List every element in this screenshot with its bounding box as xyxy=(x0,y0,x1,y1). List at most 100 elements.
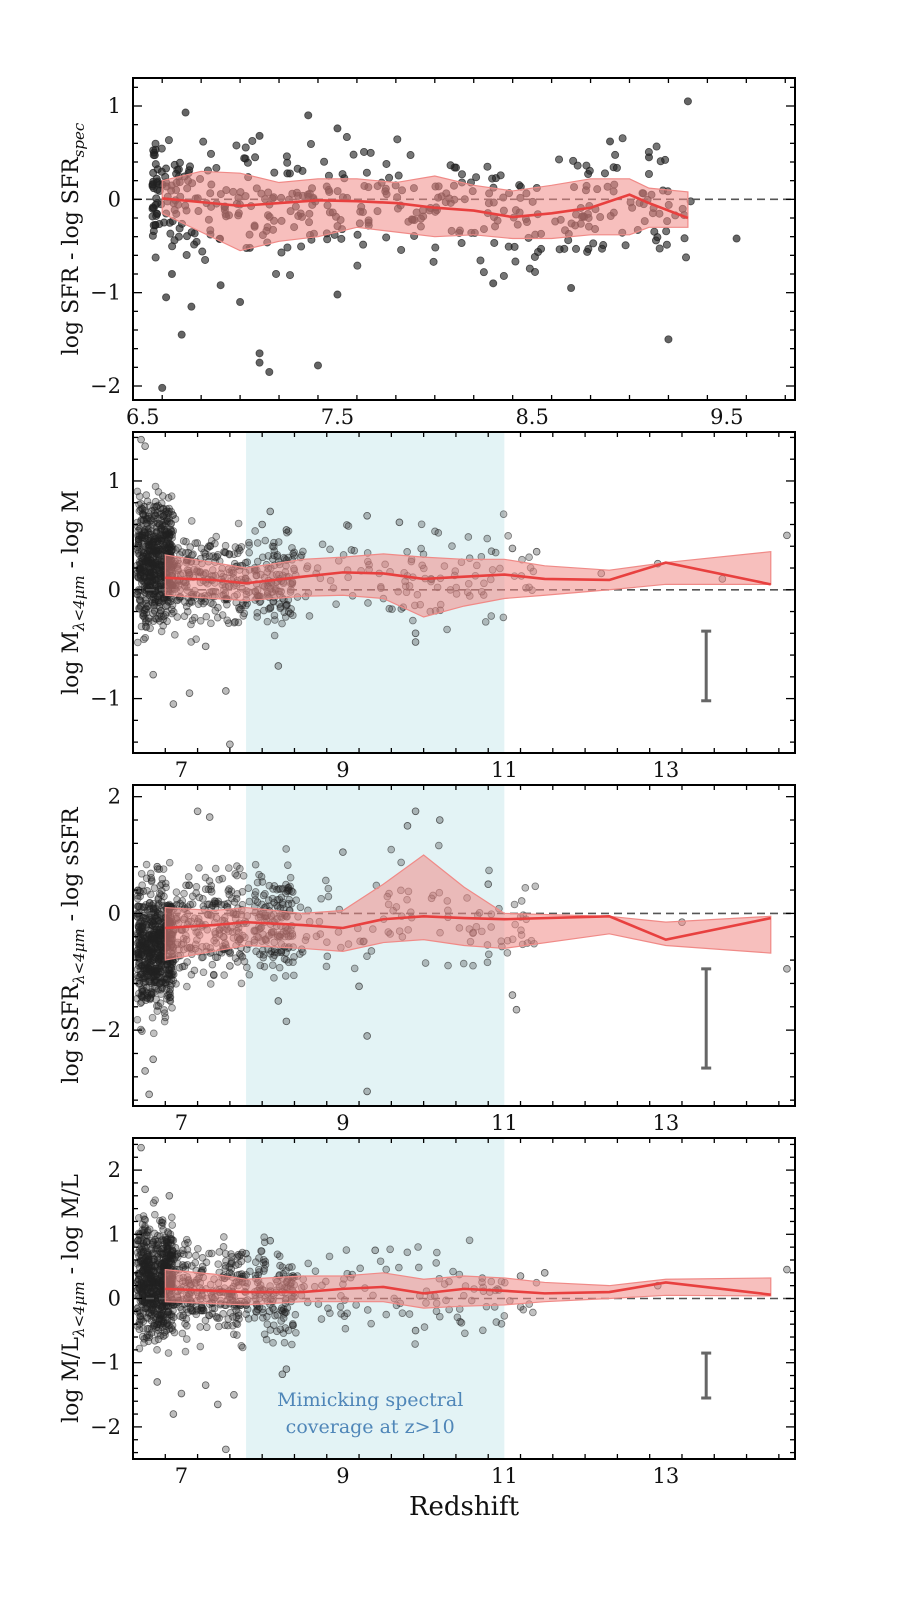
scatter-point xyxy=(283,243,292,252)
scatter-point xyxy=(336,1302,345,1311)
scatter-point xyxy=(133,569,142,577)
scatter-point xyxy=(158,383,167,392)
scatter-point xyxy=(479,268,488,277)
annotation-text: coverage at z>10 xyxy=(286,1416,455,1438)
scatter-point xyxy=(234,519,243,528)
scatter-point xyxy=(644,169,653,178)
scatter-point xyxy=(134,531,142,540)
scatter-point xyxy=(456,1317,464,1326)
x-tick-label: 9 xyxy=(336,1111,349,1135)
percentile-band xyxy=(164,551,772,618)
x-tick-label: 9 xyxy=(336,758,349,782)
scatter-point xyxy=(469,961,477,970)
scatter-point xyxy=(476,256,485,265)
scatter-point xyxy=(261,536,270,545)
scatter-point xyxy=(270,168,279,177)
scatter-point xyxy=(201,642,210,651)
scatter-point xyxy=(135,887,144,895)
scatter-point xyxy=(347,546,356,554)
scatter-point xyxy=(242,1249,250,1258)
scatter-point xyxy=(143,1314,152,1323)
scatter-point xyxy=(184,873,193,881)
scatter-point xyxy=(213,552,221,561)
scatter-point xyxy=(141,1216,149,1224)
scatter-point xyxy=(599,241,608,250)
scatter-point xyxy=(532,547,541,556)
scatter-point xyxy=(187,620,195,629)
scatter-point xyxy=(359,240,368,249)
scatter-point xyxy=(212,532,221,541)
scatter-point xyxy=(185,162,194,171)
scatter-point xyxy=(216,281,225,290)
scatter-point xyxy=(196,616,205,625)
scatter-point xyxy=(140,635,148,644)
scatter-point xyxy=(362,168,371,177)
scatter-point xyxy=(609,163,618,172)
scatter-point xyxy=(135,1293,144,1302)
scatter-point xyxy=(169,1313,178,1322)
scatter-point xyxy=(382,1310,391,1319)
scatter-point xyxy=(141,1185,149,1194)
scatter-point xyxy=(220,971,228,979)
scatter-point xyxy=(225,864,233,872)
scatter-point xyxy=(263,617,272,626)
scatter-point xyxy=(258,553,267,562)
scatter-point xyxy=(349,150,358,159)
scatter-point xyxy=(284,608,293,616)
scatter-point xyxy=(151,1210,159,1219)
scatter-point xyxy=(237,979,246,988)
scatter-point xyxy=(156,607,165,615)
scatter-point xyxy=(371,1246,379,1255)
scatter-point xyxy=(208,960,217,969)
scatter-point xyxy=(168,1004,176,1012)
scatter-point xyxy=(142,491,151,499)
scatter-point xyxy=(367,947,376,955)
scatter-point xyxy=(168,242,177,251)
scatter-point xyxy=(283,887,292,896)
scatter-point xyxy=(153,165,162,174)
scatter-point xyxy=(353,261,362,270)
scatter-point xyxy=(341,1324,350,1333)
scatter-point xyxy=(159,621,167,630)
scatter-point xyxy=(325,1252,334,1261)
scatter-point xyxy=(337,234,346,243)
y-tick-label: 1 xyxy=(108,1222,121,1246)
scatter-point xyxy=(305,612,314,620)
scatter-point xyxy=(376,1257,385,1266)
scatter-point xyxy=(147,940,155,948)
scatter-point xyxy=(274,662,283,670)
scatter-point xyxy=(160,976,168,984)
scatter-point xyxy=(163,991,172,1000)
scatter-point xyxy=(188,1262,196,1270)
scatter-point xyxy=(212,163,221,172)
scatter-point xyxy=(187,302,196,311)
scatter-point xyxy=(257,1247,266,1255)
scatter-point xyxy=(149,670,157,679)
scatter-point xyxy=(201,1381,210,1389)
y-tick-label: 2 xyxy=(108,785,121,809)
x-tick-label: 13 xyxy=(652,758,679,782)
scatter-point xyxy=(152,502,160,511)
scatter-point xyxy=(137,1143,145,1152)
scatter-point xyxy=(145,541,153,550)
scatter-point xyxy=(512,1005,521,1014)
scatter-point xyxy=(196,1323,204,1331)
scatter-point xyxy=(320,157,329,166)
scatter-point xyxy=(600,169,609,178)
scatter-point xyxy=(134,945,142,954)
scatter-point xyxy=(209,600,217,608)
scatter-point xyxy=(207,1249,216,1258)
scatter-point xyxy=(290,971,298,980)
scatter-point xyxy=(268,961,277,969)
scatter-point xyxy=(156,569,164,577)
scatter-point xyxy=(149,204,158,213)
scatter-point xyxy=(151,1196,159,1204)
scatter-point xyxy=(333,124,342,133)
scatter-point xyxy=(382,233,391,242)
scatter-point xyxy=(644,153,653,162)
scatter-point xyxy=(393,135,402,144)
scatter-point xyxy=(143,552,152,560)
y-tick-label: 1 xyxy=(108,94,121,118)
scatter-point xyxy=(202,1323,211,1332)
scatter-point xyxy=(317,1315,326,1323)
